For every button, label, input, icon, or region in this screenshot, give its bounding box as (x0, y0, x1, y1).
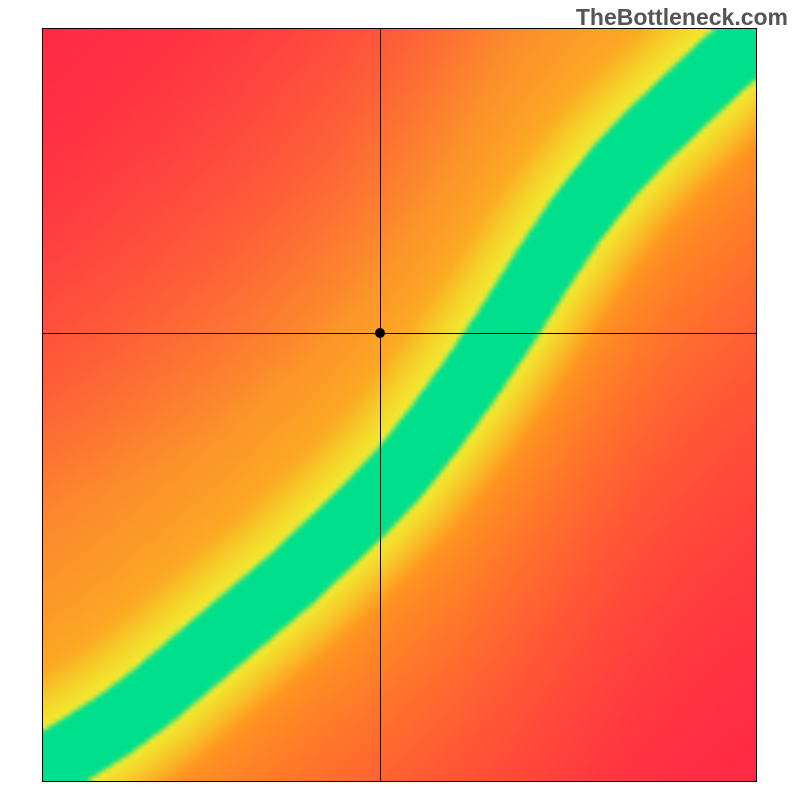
crosshair-horizontal (43, 333, 756, 334)
crosshair-marker (375, 328, 385, 338)
bottleneck-heatmap (42, 28, 757, 782)
heatmap-canvas (43, 29, 756, 781)
crosshair-vertical (380, 29, 381, 781)
watermark-text: TheBottleneck.com (576, 4, 788, 31)
